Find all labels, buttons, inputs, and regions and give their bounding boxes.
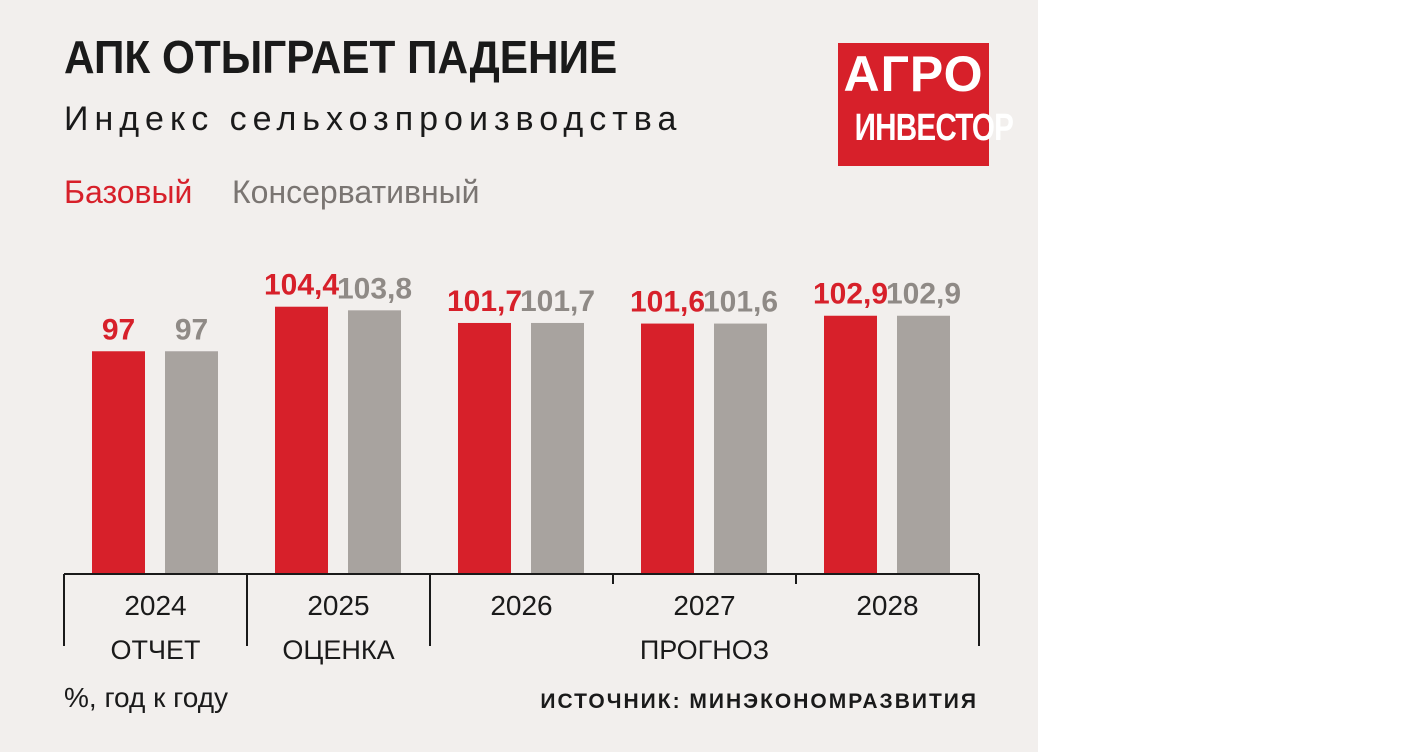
group-label-1: ОЦЕНКА xyxy=(282,635,394,665)
data-label-conservative-2028: 102,9 xyxy=(886,278,961,311)
bar-base-2026 xyxy=(458,322,511,574)
bar-base-2028 xyxy=(824,315,877,574)
bar-conservative-2024 xyxy=(165,351,218,574)
data-label-conservative-2025: 103,8 xyxy=(337,272,412,305)
unit-label: %, год к году xyxy=(64,682,229,713)
data-label-base-2026: 101,7 xyxy=(447,285,522,318)
data-label-conservative-2027: 101,6 xyxy=(703,286,778,319)
x-tick-label-2024: 2024 xyxy=(124,590,186,621)
data-label-base-2027: 101,6 xyxy=(630,286,705,319)
data-label-conservative-2026: 101,7 xyxy=(520,285,595,318)
agroinvestor-logo: АГРО ИНВЕСТОР xyxy=(838,43,1014,166)
x-tick-label-2028: 2028 xyxy=(856,590,918,621)
bar-conservative-2026 xyxy=(531,322,584,574)
x-tick-label-2025: 2025 xyxy=(307,590,369,621)
group-label-2: ПРОГНОЗ xyxy=(640,635,769,665)
bar-conservative-2027 xyxy=(714,323,767,574)
data-label-base-2024: 97 xyxy=(102,313,135,346)
chart-subtitle: Индекс сельхозпроизводства xyxy=(64,100,683,138)
bar-conservative-2025 xyxy=(348,310,401,574)
bar-conservative-2028 xyxy=(897,315,950,574)
data-label-conservative-2024: 97 xyxy=(175,313,208,346)
bar-base-2025 xyxy=(275,306,328,574)
data-label-base-2028: 102,9 xyxy=(813,278,888,311)
group-label-0: ОТЧЕТ xyxy=(111,635,201,665)
legend-item-base: Базовый xyxy=(64,174,193,210)
source-label: ИСТОЧНИК: МИНЭКОНОМРАЗВИТИЯ xyxy=(540,690,978,713)
logo-line-1: АГРО xyxy=(843,46,984,102)
legend-item-conservative: Консервативный xyxy=(232,174,480,210)
x-tick-label-2027: 2027 xyxy=(673,590,735,621)
bar-base-2027 xyxy=(641,323,694,574)
x-tick-label-2026: 2026 xyxy=(490,590,552,621)
data-label-base-2025: 104,4 xyxy=(264,269,339,302)
chart-title: АПК ОТЫГРАЕТ ПАДЕНИЕ xyxy=(64,31,618,83)
bar-base-2024 xyxy=(92,351,145,574)
